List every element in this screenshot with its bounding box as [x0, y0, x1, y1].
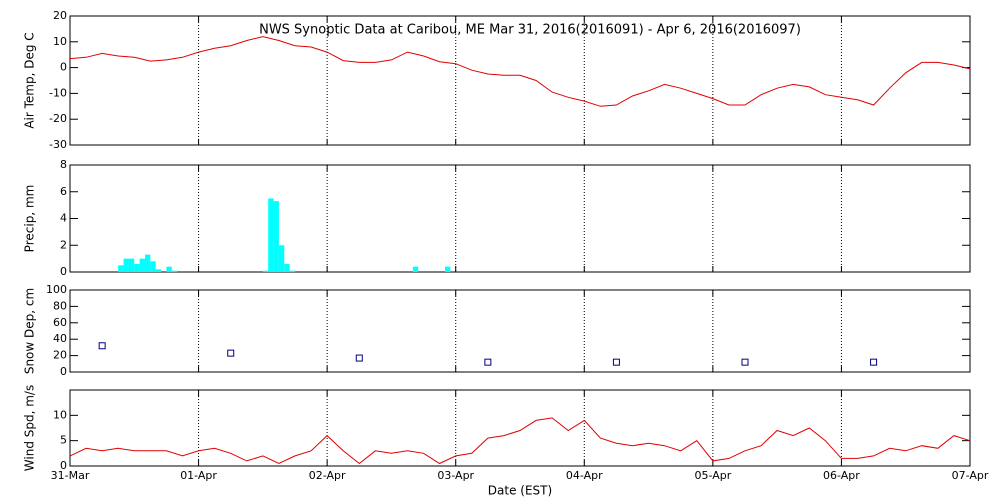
y-tick-label: 8 [60, 158, 67, 171]
y-tick-label: 20 [53, 9, 67, 22]
bar [171, 270, 178, 272]
x-tick-label: 03-Apr [437, 469, 474, 482]
bar [150, 261, 156, 272]
y-tick-label: 6 [60, 185, 67, 198]
x-tick-label: 02-Apr [309, 469, 346, 482]
point [355, 354, 363, 362]
y-tick-label: 100 [46, 283, 67, 296]
y-tick-label: 20 [53, 349, 67, 362]
y-tick-label: 2 [60, 238, 67, 251]
y-tick-label: 0 [60, 459, 67, 472]
bar [262, 270, 269, 272]
bar [123, 258, 129, 272]
plot-frame [69, 15, 971, 146]
y-axis-label: Wind Spd, m/s [23, 385, 37, 471]
point [870, 358, 878, 366]
y-axis-label: Precip, mm [23, 185, 37, 253]
y-tick-label: 80 [53, 299, 67, 312]
y-tick-label: -30 [49, 138, 67, 151]
y-tick-label: 0 [60, 265, 67, 278]
plot-frame [69, 289, 971, 373]
bar [289, 270, 295, 272]
y-tick-label: -20 [49, 112, 67, 125]
x-tick-label: 04-Apr [566, 469, 603, 482]
y-tick-label: 60 [53, 316, 67, 329]
x-tick-label: 05-Apr [694, 469, 731, 482]
y-axis-label: Snow Dep, cm [23, 288, 37, 374]
plot-frame [69, 389, 971, 467]
bar [118, 265, 124, 272]
y-tick-label: 0 [60, 365, 67, 378]
chart-title: NWS Synoptic Data at Caribou, ME Mar 31,… [259, 23, 801, 38]
bar [139, 258, 145, 272]
y-tick-label: 40 [53, 332, 67, 345]
bar [412, 266, 419, 272]
bar [268, 198, 274, 272]
y-tick-label: 4 [60, 212, 67, 225]
data-line [69, 36, 971, 107]
bar [134, 263, 140, 272]
bar [278, 245, 285, 272]
y-tick-label: -10 [49, 86, 67, 99]
bar [284, 263, 290, 272]
plot-frame [69, 164, 971, 273]
y-axis-label: Air Temp, Deg C [23, 32, 37, 128]
bar [145, 254, 151, 272]
point [612, 358, 620, 366]
bar [445, 266, 451, 272]
bar [128, 258, 135, 272]
y-tick-label: 5 [60, 434, 67, 447]
bar [166, 266, 172, 272]
point [484, 358, 492, 366]
x-tick-label: 01-Apr [180, 469, 217, 482]
x-tick-label: 31-Mar [51, 469, 90, 482]
x-tick-label: 06-Apr [823, 469, 860, 482]
data-line [69, 417, 971, 465]
bar [155, 269, 162, 272]
x-axis-label: Date (EST) [488, 484, 552, 498]
x-tick-label: 07-Apr [952, 469, 989, 482]
point [227, 349, 235, 357]
point [741, 358, 749, 366]
bar [273, 201, 279, 272]
y-tick-label: 10 [53, 35, 67, 48]
y-tick-label: 10 [53, 408, 67, 421]
y-tick-label: 0 [60, 61, 67, 74]
point [98, 342, 106, 350]
